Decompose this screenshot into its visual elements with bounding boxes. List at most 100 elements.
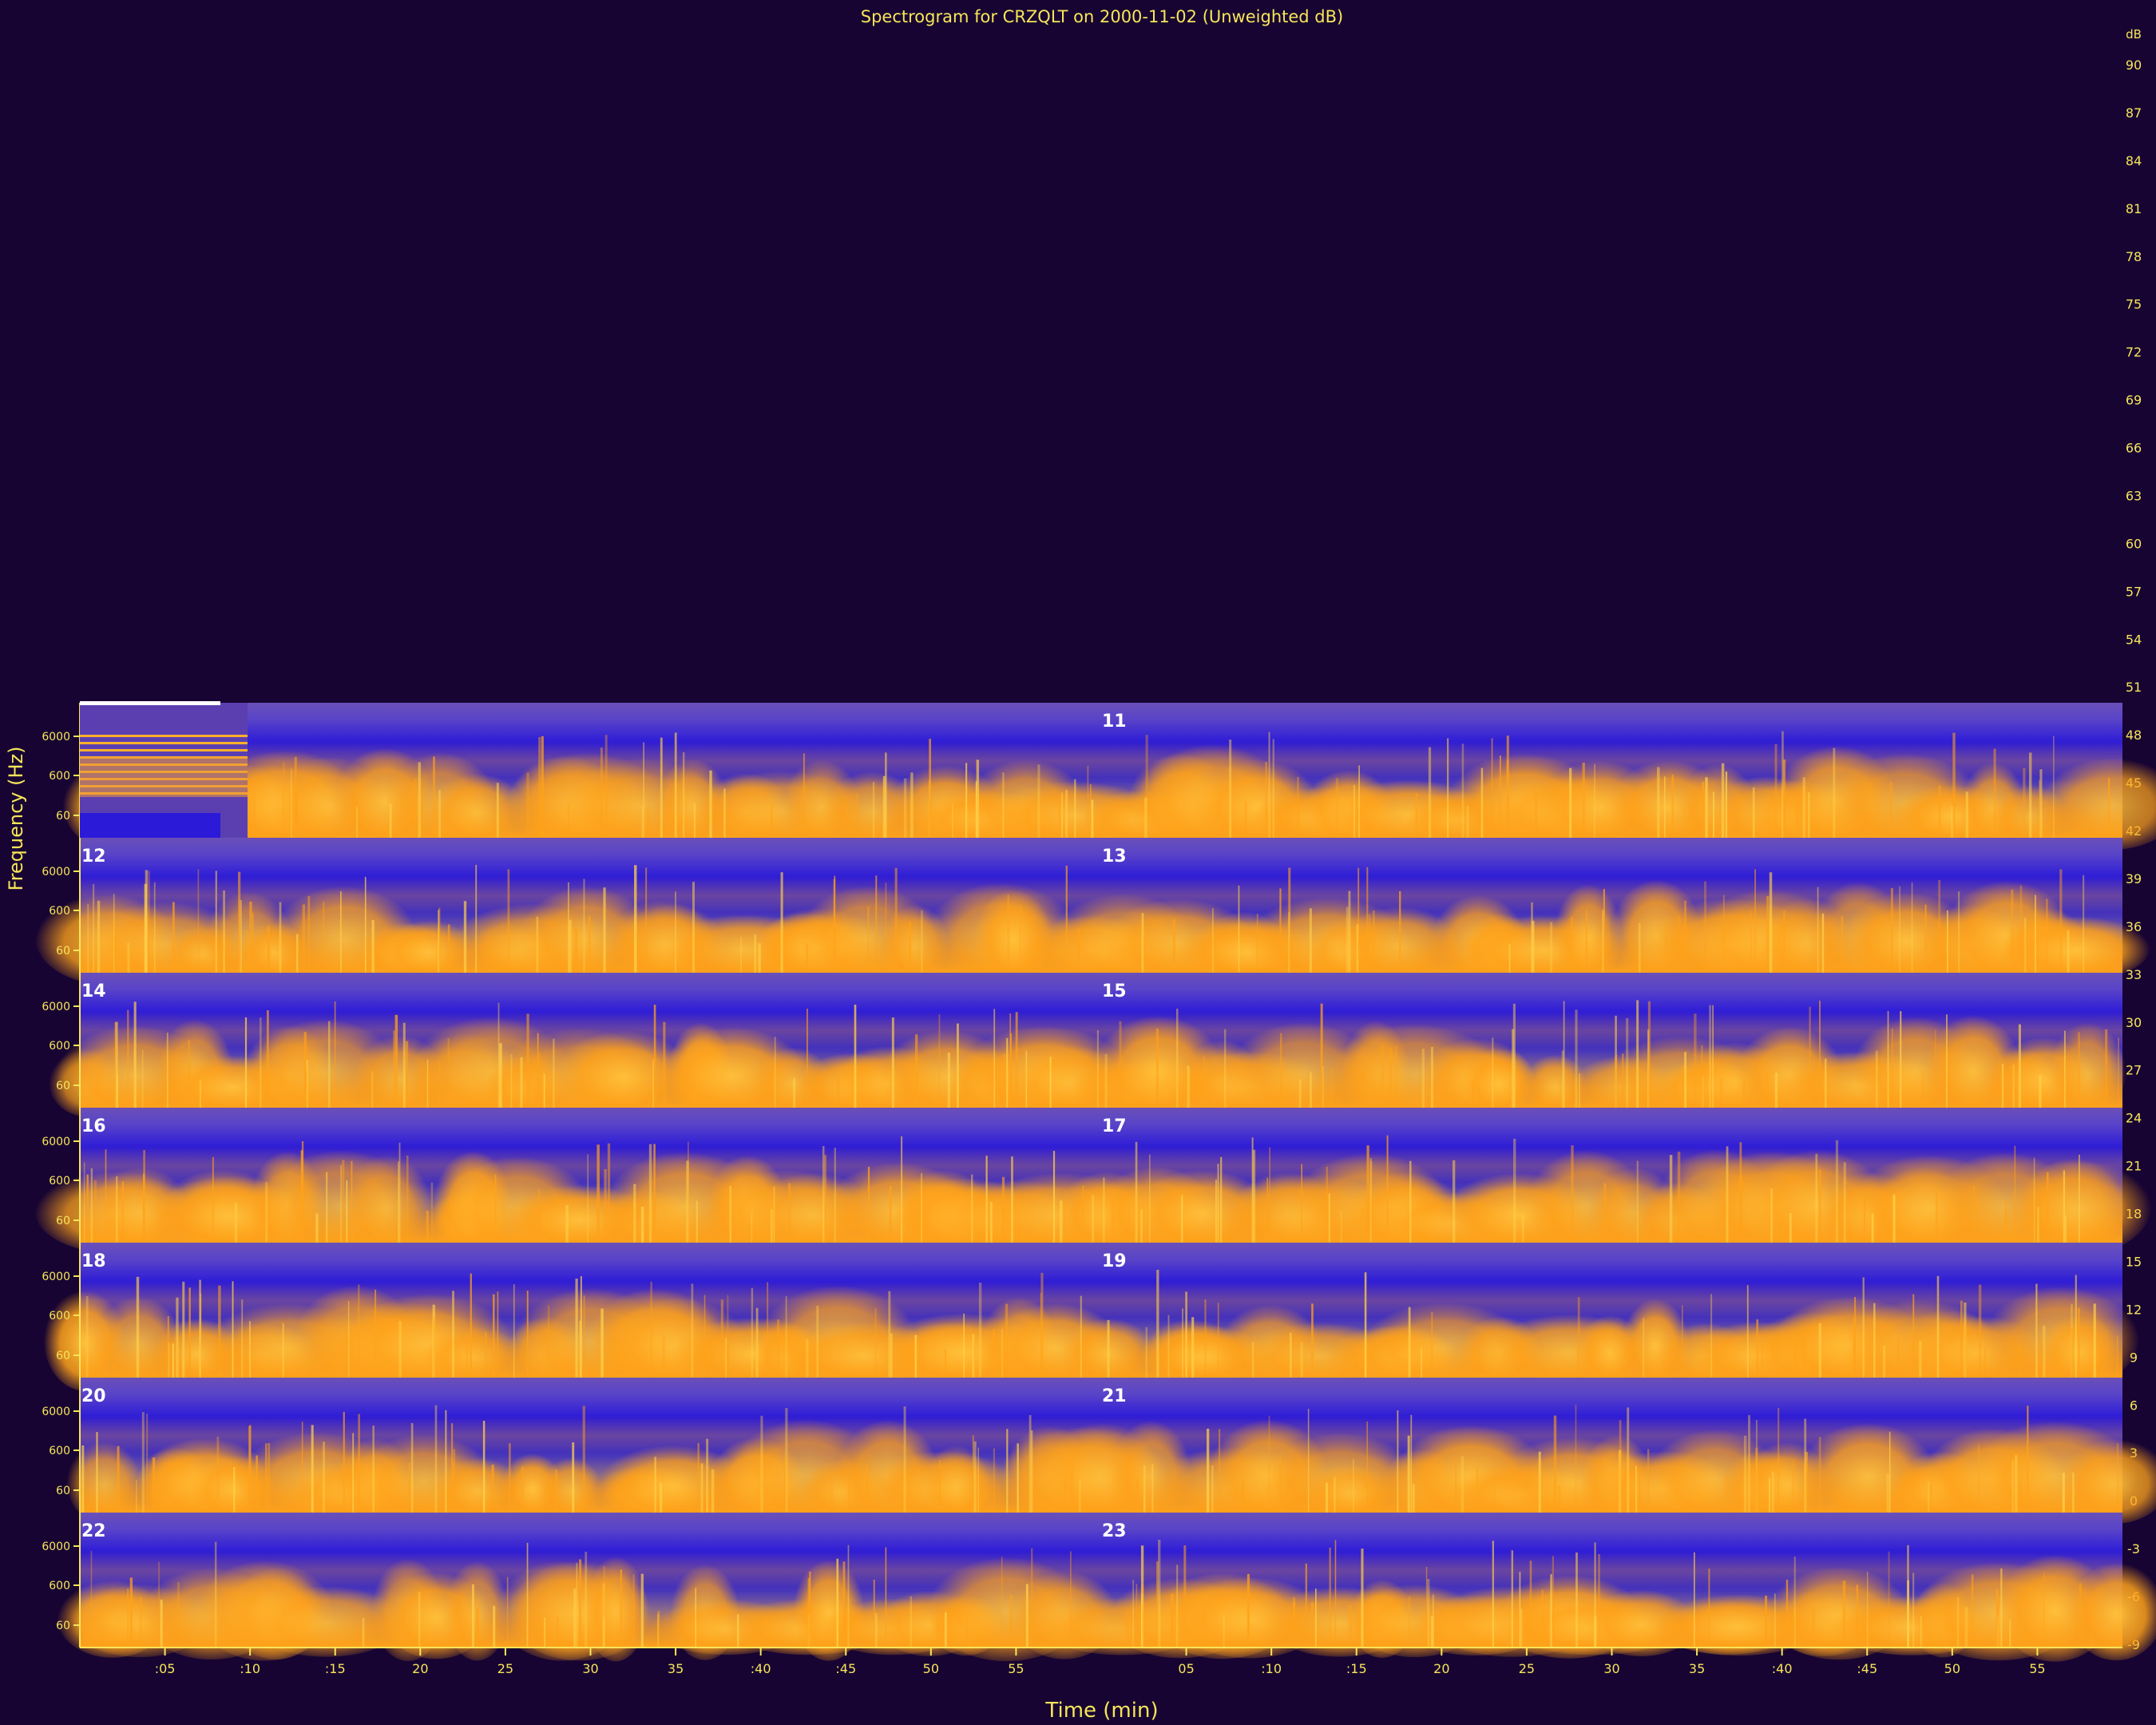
transient-streak <box>737 1614 739 1648</box>
y-axis-label: Frequency (Hz) <box>5 747 27 891</box>
transient-streak <box>451 1423 454 1513</box>
transient-streak <box>1251 1342 1254 1378</box>
transient-streak <box>1104 1053 1108 1108</box>
transient-streak <box>115 931 117 973</box>
transient-streak <box>806 943 808 973</box>
transient-streak <box>1229 740 1232 838</box>
transient-streak <box>2019 885 2023 973</box>
transient-streak <box>1301 1164 1302 1243</box>
transient-streak <box>1480 767 1484 838</box>
transient-streak <box>1212 908 1214 973</box>
transient-streak <box>1031 1548 1033 1648</box>
transient-streak <box>2027 1406 2029 1513</box>
transient-streak <box>1889 782 1892 838</box>
transient-streak <box>1603 889 1605 973</box>
transient-streak <box>1774 1593 1776 1648</box>
transient-streak <box>1598 1554 1600 1648</box>
transient-streak <box>1311 1602 1314 1648</box>
transient-streak <box>1311 1303 1314 1378</box>
transient-streak <box>496 783 499 838</box>
transient-streak <box>1883 1345 1886 1378</box>
transient-streak <box>993 1009 996 1108</box>
transient-streak <box>952 804 953 838</box>
transient-streak <box>538 737 541 838</box>
energy-blob <box>2039 753 2156 851</box>
transient-streak <box>1704 881 1707 973</box>
transient-streak <box>2105 1029 2108 1108</box>
transient-streak <box>1956 1596 1960 1648</box>
transient-streak <box>582 1406 585 1513</box>
transient-streak <box>1882 1205 1885 1243</box>
transient-streak <box>667 789 668 838</box>
transient-streak <box>972 1435 974 1513</box>
y-tick-label: 600 <box>49 1040 70 1053</box>
transient-streak <box>1128 1214 1130 1243</box>
x-tick-label: 50 <box>1944 1661 1960 1676</box>
transient-streak <box>1701 1045 1703 1108</box>
transient-streak <box>1204 1299 1207 1378</box>
energy-blob <box>584 1550 648 1662</box>
transient-streak <box>536 916 539 973</box>
hour-label: 22 <box>81 1521 106 1541</box>
transient-streak <box>1305 1563 1308 1648</box>
x-tick-label: 05 <box>1178 1661 1194 1676</box>
transient-streak <box>1369 1160 1373 1243</box>
transient-streak <box>1203 1055 1205 1108</box>
hour-label: 16 <box>81 1116 106 1136</box>
transient-streak <box>1080 1295 1082 1378</box>
transient-streak <box>783 1457 787 1513</box>
transient-streak <box>1334 1477 1336 1513</box>
x-axis-label: Time (min) <box>1044 1699 1158 1723</box>
transient-streak <box>139 1596 142 1648</box>
y-tick-label: 6000 <box>42 1136 70 1148</box>
transient-streak <box>1938 785 1941 838</box>
transient-streak <box>167 1316 169 1378</box>
transient-streak <box>785 1295 787 1378</box>
calibration-block <box>80 701 248 838</box>
transient-streak <box>1862 1277 1865 1378</box>
transient-streak <box>1065 865 1068 973</box>
transient-streak <box>758 943 761 973</box>
transient-streak <box>214 1541 217 1648</box>
transient-streak <box>1571 1145 1574 1243</box>
energy-blob <box>1460 1044 1538 1117</box>
transient-streak <box>1070 1551 1072 1648</box>
transient-streak <box>1015 1012 1018 1108</box>
transient-streak <box>1647 1449 1650 1513</box>
y-tick-label: 60 <box>56 1620 70 1632</box>
transient-streak <box>454 1606 458 1648</box>
transient-streak <box>434 1405 438 1513</box>
transient-streak <box>697 1442 700 1513</box>
transient-streak <box>1349 1604 1352 1648</box>
transient-streak <box>1755 1419 1758 1513</box>
transient-streak <box>1223 1614 1225 1648</box>
transient-streak <box>2091 1611 2095 1648</box>
transient-streak <box>1219 1429 1221 1513</box>
transient-streak <box>1946 1014 1948 1108</box>
transient-streak <box>803 753 805 838</box>
transient-streak <box>1410 1414 1413 1513</box>
transient-streak <box>653 1144 656 1243</box>
transient-streak <box>1082 1185 1084 1243</box>
transient-streak <box>470 1273 472 1378</box>
transient-streak <box>1040 1272 1044 1378</box>
hour-label: 18 <box>81 1251 106 1271</box>
transient-streak <box>447 924 450 973</box>
transient-streak <box>1619 1449 1622 1513</box>
transient-streak <box>2040 1337 2043 1378</box>
transient-streak <box>452 1291 454 1378</box>
colorbar-tick-label: 66 <box>2126 441 2142 456</box>
colorbar-tick-label: 81 <box>2126 201 2142 216</box>
transient-streak <box>1899 886 1900 973</box>
transient-streak <box>358 1284 360 1378</box>
transient-streak <box>662 1334 665 1378</box>
transient-streak <box>1958 891 1960 973</box>
transient-streak <box>127 1009 129 1108</box>
transient-streak <box>1279 1457 1282 1513</box>
transient-streak <box>1335 778 1339 838</box>
transient-streak <box>1028 1414 1032 1513</box>
transient-streak <box>142 1173 145 1243</box>
transient-streak <box>1756 1319 1759 1378</box>
transient-streak <box>168 1342 170 1378</box>
transient-streak <box>268 1442 271 1513</box>
